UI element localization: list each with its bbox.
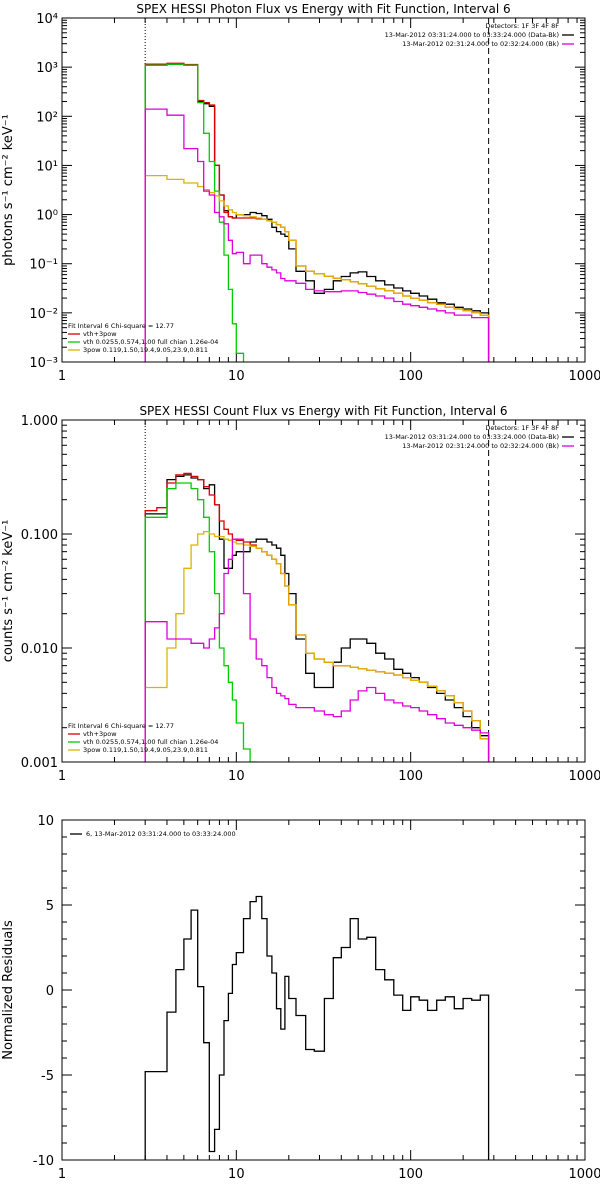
legend-entry: Detectors: 1F 3F 4F 8F bbox=[485, 22, 559, 30]
series-line-1 bbox=[144, 895, 490, 1160]
legend-entry: 13-Mar-2012 03:31:24.000 to 03:33:24.000… bbox=[385, 433, 559, 441]
legend-entry: 6, 13-Mar-2012 03:31:24.000 to 03:33:24.… bbox=[86, 830, 236, 838]
x-tick-label: 1000 bbox=[568, 1167, 600, 1182]
y-tick-label: 0.100 bbox=[21, 528, 58, 543]
x-tick-label: 100 bbox=[398, 1167, 423, 1182]
y-axis-label: counts s⁻¹ cm⁻² keV⁻¹ bbox=[1, 520, 16, 663]
y-tick-label: 5 bbox=[46, 899, 54, 914]
y-tick-label: 1.000 bbox=[21, 414, 58, 429]
plot-frame bbox=[61, 419, 586, 763]
series-line-4 bbox=[144, 530, 490, 762]
panel-2: SPEX HESSI Count Flux vs Energy with Fit… bbox=[1, 404, 600, 784]
plot-frame bbox=[61, 819, 586, 1161]
y-axis-label: Normalized Residuals bbox=[1, 920, 16, 1060]
legend-entry: Fit Interval 6 Chi-square = 12.77 bbox=[68, 722, 174, 730]
y-axis-label: photons s⁻¹ cm⁻² keV⁻¹ bbox=[1, 114, 16, 266]
legend-entry: 3pow 0.119,1.50,19.4,9.05,23.9,0.811 bbox=[83, 746, 208, 754]
y-tick-label: 0.010 bbox=[21, 642, 58, 657]
legend-entry: 13-Mar-2012 03:31:24.000 to 03:33:24.000… bbox=[385, 31, 559, 39]
y-tick-label: 10⁻³ bbox=[29, 356, 58, 371]
x-tick-label: 10 bbox=[228, 769, 245, 784]
y-tick-label: 0.001 bbox=[21, 756, 58, 771]
y-tick-label: -10 bbox=[33, 1154, 54, 1169]
x-tick-label: 1 bbox=[58, 369, 66, 384]
y-tick-label: 10⁻¹ bbox=[29, 258, 58, 273]
series-line-3 bbox=[144, 63, 245, 362]
chart-title: SPEX HESSI Photon Flux vs Energy with Fi… bbox=[136, 2, 510, 16]
y-tick-label: 10³ bbox=[36, 61, 58, 76]
legend-entry: 13-Mar-2012 02:31:24.000 to 02:32:24.000… bbox=[402, 442, 559, 450]
panel-1: SPEX HESSI Photon Flux vs Energy with Fi… bbox=[1, 2, 600, 384]
series-line-3 bbox=[144, 482, 257, 762]
series-line-2 bbox=[144, 62, 490, 362]
x-tick-label: 1000 bbox=[568, 369, 600, 384]
y-tick-label: 10² bbox=[36, 110, 58, 125]
legend-entry: Detectors: 1F 3F 4F 8F bbox=[485, 424, 559, 432]
plot-frame bbox=[61, 17, 586, 363]
x-tick-label: 10 bbox=[228, 369, 245, 384]
panel-3: Normalized Residuals 1 10 100 1000 -10 -5 0 5 10 6… bbox=[1, 814, 600, 1182]
series-line-4 bbox=[144, 174, 490, 362]
legend-entry: vth 0.0255,0.574,1.00 full chian 1.26e-0… bbox=[83, 338, 218, 346]
x-tick-label: 100 bbox=[398, 369, 423, 384]
y-tick-label: 10⁻² bbox=[29, 307, 58, 322]
chart-title: SPEX HESSI Count Flux vs Energy with Fit… bbox=[139, 404, 507, 418]
y-tick-label: 10¹ bbox=[36, 159, 58, 174]
legend-entry: Fit Interval 6 Chi-square = 12.77 bbox=[68, 322, 174, 330]
legend-entry: 13-Mar-2012 02:31:24.000 to 02:32:24.000… bbox=[402, 40, 559, 48]
y-tick-label: 10⁰ bbox=[36, 209, 58, 224]
y-tick-label: 10 bbox=[37, 814, 54, 829]
series-group bbox=[144, 895, 490, 1160]
y-tick-label: 10⁴ bbox=[36, 12, 58, 27]
series-group bbox=[144, 472, 490, 762]
legend-entry: 3pow 0.119,1.50,19.4,9.05,23.9,0.811 bbox=[83, 346, 208, 354]
series-line-5 bbox=[144, 108, 490, 362]
series-line-1 bbox=[144, 63, 490, 362]
x-tick-label: 10 bbox=[228, 1167, 245, 1182]
legend-entry: vth+3pow bbox=[83, 730, 117, 738]
legend-entry: vth 0.0255,0.574,1.00 full chian 1.26e-0… bbox=[83, 738, 218, 746]
y-tick-label: 0 bbox=[46, 984, 54, 999]
y-tick-label: -5 bbox=[41, 1069, 54, 1084]
series-group bbox=[144, 62, 490, 362]
x-tick-label: 1 bbox=[58, 769, 66, 784]
series-line-5 bbox=[144, 538, 490, 762]
x-tick-label: 1000 bbox=[568, 769, 600, 784]
x-tick-label: 1 bbox=[58, 1167, 66, 1182]
legend-entry: vth+3pow bbox=[83, 330, 117, 338]
x-tick-label: 100 bbox=[398, 769, 423, 784]
